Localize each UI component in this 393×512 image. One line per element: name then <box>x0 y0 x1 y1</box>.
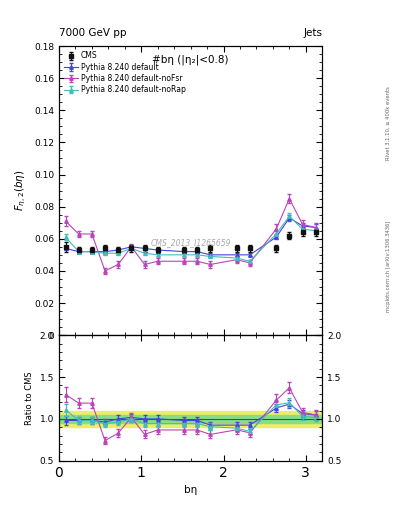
Text: Rivet 3.1.10, ≥ 400k events: Rivet 3.1.10, ≥ 400k events <box>386 86 391 160</box>
Bar <box>59 415 322 423</box>
Y-axis label: Ratio to CMS: Ratio to CMS <box>25 371 34 425</box>
Text: Jets: Jets <box>303 28 322 38</box>
Bar <box>59 411 322 428</box>
Text: #bη (|η₂|<0.8): #bη (|η₂|<0.8) <box>152 55 229 65</box>
Y-axis label: $F_{\eta,2}(b\eta)$: $F_{\eta,2}(b\eta)$ <box>14 170 28 211</box>
Text: 7000 GeV pp: 7000 GeV pp <box>59 28 127 38</box>
Text: mcplots.cern.ch [arXiv:1306.3436]: mcplots.cern.ch [arXiv:1306.3436] <box>386 221 391 312</box>
X-axis label: bη: bη <box>184 485 197 495</box>
Text: CMS_2013_I1265659: CMS_2013_I1265659 <box>151 238 231 247</box>
Legend: CMS, Pythia 8.240 default, Pythia 8.240 default-noFsr, Pythia 8.240 default-noRa: CMS, Pythia 8.240 default, Pythia 8.240 … <box>63 50 187 96</box>
